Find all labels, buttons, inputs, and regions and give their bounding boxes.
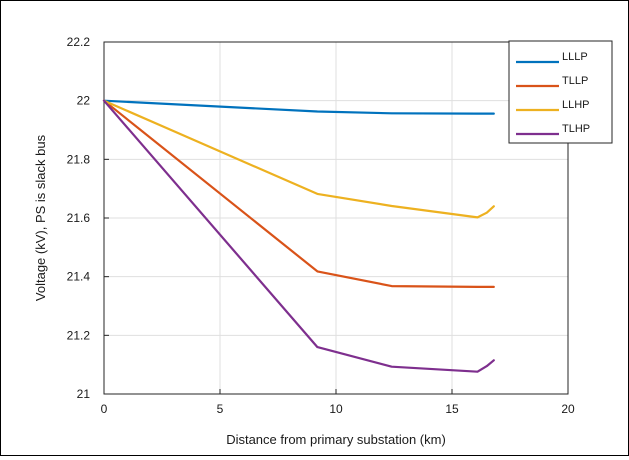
- series-lines: [102, 99, 495, 373]
- x-axis-ticks: 0 5 10 15 20: [101, 389, 575, 416]
- series-line-tllp: [102, 99, 495, 288]
- x-tick-label: 15: [445, 402, 459, 416]
- y-tick-label: 22.2: [67, 35, 91, 49]
- y-axis-ticks: 21 21.2 21.4 21.6 21.8 22 22.2: [67, 35, 109, 401]
- legend-label: TLHP: [562, 123, 590, 135]
- y-tick-label: 22: [77, 94, 91, 108]
- legend-label: LLHP: [562, 99, 590, 111]
- grid-lines: [103, 41, 569, 395]
- y-tick-label: 21.4: [67, 270, 91, 284]
- legend-label: TLLP: [562, 75, 588, 87]
- legend-box: [508, 40, 613, 144]
- x-axis-label: Distance from primary substation (km): [226, 432, 446, 447]
- series-line-llhp: [102, 99, 495, 219]
- y-tick-label: 21.8: [67, 152, 91, 166]
- x-tick-label: 0: [101, 402, 108, 416]
- x-tick-label: 10: [329, 402, 343, 416]
- legend-label: LLLP: [562, 51, 588, 63]
- legend: LLLP TLLP LLHP TLHP: [508, 40, 613, 144]
- series-line-lllp: [102, 99, 495, 115]
- y-axis-label: Voltage (kV), PS is slack bus: [33, 134, 48, 301]
- x-tick-label: 20: [561, 402, 575, 416]
- y-tick-label: 21: [77, 387, 91, 401]
- y-tick-label: 21.6: [67, 211, 91, 225]
- y-tick-label: 21.2: [67, 328, 91, 342]
- series-line-tlhp: [102, 99, 495, 373]
- x-tick-label: 5: [217, 402, 224, 416]
